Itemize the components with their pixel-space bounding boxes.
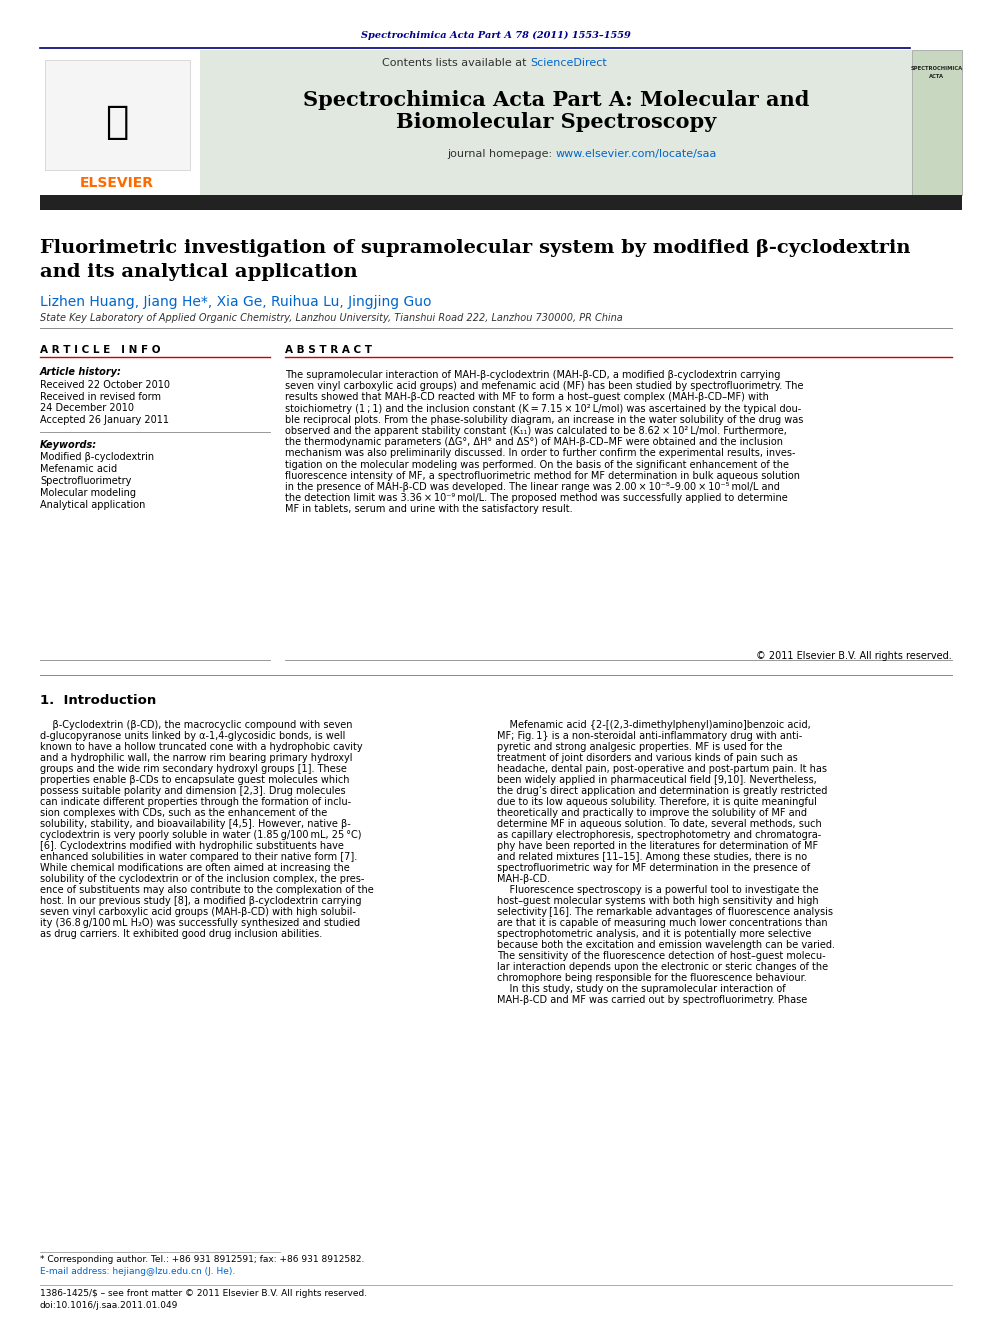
Text: Lizhen Huang, Jiang He*, Xia Ge, Ruihua Lu, Jingjing Guo: Lizhen Huang, Jiang He*, Xia Ge, Ruihua … <box>40 295 432 310</box>
Text: the drug’s direct application and determination is greatly restricted: the drug’s direct application and determ… <box>497 786 827 796</box>
Text: treatment of joint disorders and various kinds of pain such as: treatment of joint disorders and various… <box>497 753 798 763</box>
Text: as drug carriers. It exhibited good drug inclusion abilities.: as drug carriers. It exhibited good drug… <box>40 929 322 939</box>
Text: spectrofluorimetric way for MF determination in the presence of: spectrofluorimetric way for MF determina… <box>497 863 810 873</box>
Bar <box>200 50 912 194</box>
Bar <box>45 60 190 169</box>
Text: 🌳: 🌳 <box>105 103 129 142</box>
Text: The sensitivity of the fluorescence detection of host–guest molecu-: The sensitivity of the fluorescence dete… <box>497 951 825 960</box>
Text: theoretically and practically to improve the solubility of MF and: theoretically and practically to improve… <box>497 808 807 818</box>
Text: chromophore being responsible for the fluorescence behaviour.: chromophore being responsible for the fl… <box>497 972 806 983</box>
Text: d-glucopyranose units linked by α-1,4-glycosidic bonds, is well: d-glucopyranose units linked by α-1,4-gl… <box>40 732 345 741</box>
Text: seven vinyl carboxylic acid groups) and mefenamic acid (MF) has been studied by : seven vinyl carboxylic acid groups) and … <box>285 381 804 392</box>
Text: headache, dental pain, post-operative and post-partum pain. It has: headache, dental pain, post-operative an… <box>497 763 827 774</box>
Text: the thermodynamic parameters (ΔG°, ΔH° and ΔS°) of MAH-β-CD–MF were obtained and: the thermodynamic parameters (ΔG°, ΔH° a… <box>285 437 783 447</box>
Text: © 2011 Elsevier B.V. All rights reserved.: © 2011 Elsevier B.V. All rights reserved… <box>756 651 952 662</box>
Text: cyclodextrin is very poorly soluble in water (1.85 g/100 mL, 25 °C): cyclodextrin is very poorly soluble in w… <box>40 830 361 840</box>
Text: journal homepage:: journal homepage: <box>447 149 556 159</box>
Text: β-Cyclodextrin (β-CD), the macrocyclic compound with seven: β-Cyclodextrin (β-CD), the macrocyclic c… <box>40 720 352 730</box>
Text: Fluorimetric investigation of supramolecular system by modified β-cyclodextrin: Fluorimetric investigation of supramolec… <box>40 239 911 257</box>
Text: Article history:: Article history: <box>40 366 122 377</box>
Text: pyretic and strong analgesic properties. MF is used for the: pyretic and strong analgesic properties.… <box>497 742 783 751</box>
Text: www.elsevier.com/locate/saa: www.elsevier.com/locate/saa <box>556 149 717 159</box>
Text: In this study, study on the supramolecular interaction of: In this study, study on the supramolecul… <box>497 984 786 994</box>
Text: observed and the apparent stability constant (K₁₁) was calculated to be 8.62 × 1: observed and the apparent stability cons… <box>285 426 787 437</box>
Text: because both the excitation and emission wavelength can be varied.: because both the excitation and emission… <box>497 941 835 950</box>
Text: sion complexes with CDs, such as the enhancement of the: sion complexes with CDs, such as the enh… <box>40 808 327 818</box>
Text: spectrophotometric analysis, and it is potentially more selective: spectrophotometric analysis, and it is p… <box>497 929 811 939</box>
Text: Mefenamic acid: Mefenamic acid <box>40 464 117 474</box>
Text: stoichiometry (1 ; 1) and the inclusion constant (K = 7.15 × 10² L/mol) was asce: stoichiometry (1 ; 1) and the inclusion … <box>285 404 802 414</box>
Text: Biomolecular Spectroscopy: Biomolecular Spectroscopy <box>396 112 716 132</box>
Text: Contents lists available at: Contents lists available at <box>382 58 530 67</box>
Text: solubility, stability, and bioavailability [4,5]. However, native β-: solubility, stability, and bioavailabili… <box>40 819 351 830</box>
Text: Mefenamic acid {2-[(2,3-dimethylphenyl)amino]benzoic acid,: Mefenamic acid {2-[(2,3-dimethylphenyl)a… <box>497 720 810 730</box>
Text: Spectrochimica Acta Part A: Molecular and: Spectrochimica Acta Part A: Molecular an… <box>303 90 809 110</box>
Text: in the presence of MAH-β-CD was developed. The linear range was 2.00 × 10⁻⁸–9.00: in the presence of MAH-β-CD was develope… <box>285 482 780 492</box>
Bar <box>912 50 962 194</box>
Text: doi:10.1016/j.saa.2011.01.049: doi:10.1016/j.saa.2011.01.049 <box>40 1302 179 1311</box>
Text: A B S T R A C T: A B S T R A C T <box>285 345 372 355</box>
Text: are that it is capable of measuring much lower concentrations than: are that it is capable of measuring much… <box>497 918 827 927</box>
Text: mechanism was also preliminarily discussed. In order to further confirm the expe: mechanism was also preliminarily discuss… <box>285 448 796 458</box>
Text: fluorescence intensity of MF, a spectrofluorimetric method for MF determination : fluorescence intensity of MF, a spectrof… <box>285 471 800 480</box>
Text: groups and the wide rim secondary hydroxyl groups [1]. These: groups and the wide rim secondary hydrox… <box>40 763 347 774</box>
Text: host. In our previous study [8], a modified β-cyclodextrin carrying: host. In our previous study [8], a modif… <box>40 896 361 906</box>
Text: Spectrofluorimetry: Spectrofluorimetry <box>40 476 131 486</box>
Text: solubility of the cyclodextrin or of the inclusion complex, the pres-: solubility of the cyclodextrin or of the… <box>40 875 364 884</box>
Text: 1386-1425/$ – see front matter © 2011 Elsevier B.V. All rights reserved.: 1386-1425/$ – see front matter © 2011 El… <box>40 1290 367 1298</box>
Text: selectivity [16]. The remarkable advantages of fluorescence analysis: selectivity [16]. The remarkable advanta… <box>497 908 833 917</box>
Bar <box>40 194 962 210</box>
Text: MAH-β-CD.: MAH-β-CD. <box>497 875 551 884</box>
Text: ble reciprocal plots. From the phase-solubility diagram, an increase in the wate: ble reciprocal plots. From the phase-sol… <box>285 415 804 425</box>
Text: and related mixtures [11–15]. Among these studies, there is no: and related mixtures [11–15]. Among thes… <box>497 852 807 863</box>
Text: MF in tablets, serum and urine with the satisfactory result.: MF in tablets, serum and urine with the … <box>285 504 572 515</box>
Text: lar interaction depends upon the electronic or steric changes of the: lar interaction depends upon the electro… <box>497 962 828 972</box>
Text: phy have been reported in the literatures for determination of MF: phy have been reported in the literature… <box>497 841 818 851</box>
Text: MAH-β-CD and MF was carried out by spectrofluorimetry. Phase: MAH-β-CD and MF was carried out by spect… <box>497 995 807 1005</box>
Text: 24 December 2010: 24 December 2010 <box>40 404 134 413</box>
Text: as capillary electrophoresis, spectrophotometry and chromatogra-: as capillary electrophoresis, spectropho… <box>497 830 821 840</box>
Text: and a hydrophilic wall, the narrow rim bearing primary hydroxyl: and a hydrophilic wall, the narrow rim b… <box>40 753 352 763</box>
Text: results showed that MAH-β-CD reacted with MF to form a host–guest complex (MAH-β: results showed that MAH-β-CD reacted wit… <box>285 393 769 402</box>
Text: ity (36.8 g/100 mL H₂O) was successfully synthesized and studied: ity (36.8 g/100 mL H₂O) was successfully… <box>40 918 360 927</box>
Text: Spectrochimica Acta Part A 78 (2011) 1553–1559: Spectrochimica Acta Part A 78 (2011) 155… <box>361 30 631 40</box>
Text: can indicate different properties through the formation of inclu-: can indicate different properties throug… <box>40 796 351 807</box>
Text: Modified β-cyclodextrin: Modified β-cyclodextrin <box>40 452 154 462</box>
Text: enhanced solubilities in water compared to their native form [7].: enhanced solubilities in water compared … <box>40 852 357 863</box>
Text: ence of substituents may also contribute to the complexation of the: ence of substituents may also contribute… <box>40 885 374 894</box>
Text: seven vinyl carboxylic acid groups (MAH-β-CD) with high solubil-: seven vinyl carboxylic acid groups (MAH-… <box>40 908 356 917</box>
Text: Received in revised form: Received in revised form <box>40 392 161 402</box>
Text: properties enable β-CDs to encapsulate guest molecules which: properties enable β-CDs to encapsulate g… <box>40 775 349 785</box>
Text: determine MF in aqueous solution. To date, several methods, such: determine MF in aqueous solution. To dat… <box>497 819 821 830</box>
Text: Keywords:: Keywords: <box>40 441 97 450</box>
Text: Molecular modeling: Molecular modeling <box>40 488 136 497</box>
Text: been widely applied in pharmaceutical field [9,10]. Nevertheless,: been widely applied in pharmaceutical fi… <box>497 775 816 785</box>
Text: possess suitable polarity and dimension [2,3]. Drug molecules: possess suitable polarity and dimension … <box>40 786 345 796</box>
Text: [6]. Cyclodextrins modified with hydrophilic substituents have: [6]. Cyclodextrins modified with hydroph… <box>40 841 344 851</box>
Text: A R T I C L E   I N F O: A R T I C L E I N F O <box>40 345 161 355</box>
Text: due to its low aqueous solubility. Therefore, it is quite meaningful: due to its low aqueous solubility. There… <box>497 796 816 807</box>
Text: the detection limit was 3.36 × 10⁻⁹ mol/L. The proposed method was successfully : the detection limit was 3.36 × 10⁻⁹ mol/… <box>285 493 788 503</box>
Text: Analytical application: Analytical application <box>40 500 146 509</box>
Text: While chemical modifications are often aimed at increasing the: While chemical modifications are often a… <box>40 863 350 873</box>
Text: and its analytical application: and its analytical application <box>40 263 358 280</box>
Text: tigation on the molecular modeling was performed. On the basis of the significan: tigation on the molecular modeling was p… <box>285 459 789 470</box>
Text: ELSEVIER: ELSEVIER <box>80 176 154 191</box>
Text: 1.  Introduction: 1. Introduction <box>40 693 157 706</box>
Text: known to have a hollow truncated cone with a hydrophobic cavity: known to have a hollow truncated cone wi… <box>40 742 363 751</box>
Text: host–guest molecular systems with both high sensitivity and high: host–guest molecular systems with both h… <box>497 896 818 906</box>
Text: MF; Fig. 1} is a non-steroidal anti-inflammatory drug with anti-: MF; Fig. 1} is a non-steroidal anti-infl… <box>497 732 803 741</box>
Text: The supramolecular interaction of MAH-β-cyclodextrin (MAH-β-CD, a modified β-cyc: The supramolecular interaction of MAH-β-… <box>285 370 781 380</box>
Text: Received 22 October 2010: Received 22 October 2010 <box>40 380 170 390</box>
Text: State Key Laboratory of Applied Organic Chemistry, Lanzhou University, Tianshui : State Key Laboratory of Applied Organic … <box>40 314 623 323</box>
Text: E-mail address: hejiang@lzu.edu.cn (J. He).: E-mail address: hejiang@lzu.edu.cn (J. H… <box>40 1266 235 1275</box>
Text: SPECTROCHIMICA: SPECTROCHIMICA <box>911 66 963 70</box>
Text: ACTA: ACTA <box>930 74 944 78</box>
Text: Accepted 26 January 2011: Accepted 26 January 2011 <box>40 415 169 425</box>
Text: ScienceDirect: ScienceDirect <box>530 58 607 67</box>
Text: * Corresponding author. Tel.: +86 931 8912591; fax: +86 931 8912582.: * Corresponding author. Tel.: +86 931 89… <box>40 1256 364 1265</box>
Text: Fluorescence spectroscopy is a powerful tool to investigate the: Fluorescence spectroscopy is a powerful … <box>497 885 818 894</box>
Bar <box>40 50 200 194</box>
